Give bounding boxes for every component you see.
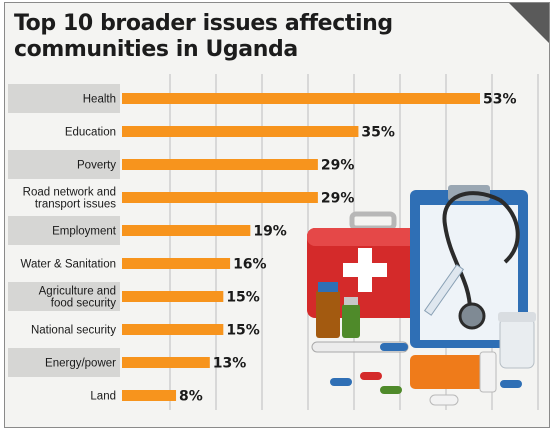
clipboard-icon bbox=[410, 185, 528, 348]
thermometer-icon bbox=[311, 341, 409, 353]
category-band bbox=[8, 348, 120, 377]
bar bbox=[122, 225, 251, 236]
bar bbox=[122, 390, 177, 401]
bar bbox=[122, 93, 480, 104]
value-label: 29% bbox=[321, 191, 355, 207]
bar bbox=[122, 192, 318, 203]
pill-bottle-icon bbox=[410, 351, 497, 393]
value-label: 16% bbox=[233, 257, 267, 273]
bar bbox=[122, 159, 318, 170]
chart-title: Top 10 broader issues affecting communit… bbox=[14, 11, 393, 62]
category-label: Water & Sanitation bbox=[21, 259, 116, 271]
category-band bbox=[8, 282, 120, 311]
syringe-icon bbox=[423, 264, 465, 316]
value-label: 15% bbox=[226, 323, 260, 339]
bar bbox=[122, 324, 224, 335]
bar bbox=[122, 357, 210, 368]
pill-jar-icon bbox=[498, 312, 536, 369]
category-label-line: Road network and bbox=[23, 187, 116, 199]
medicine-bottle-icon bbox=[316, 282, 360, 338]
category-band bbox=[8, 84, 120, 113]
bar bbox=[122, 126, 359, 137]
value-label: 29% bbox=[321, 158, 355, 174]
category-label: Agriculture and food security bbox=[39, 286, 117, 310]
category-label-line: Energy/power bbox=[45, 358, 116, 370]
category-label: Poverty bbox=[77, 160, 116, 172]
category-label-line: National security bbox=[31, 325, 116, 337]
value-label: 53% bbox=[483, 92, 517, 108]
category-label-line: Employment bbox=[52, 226, 117, 238]
category-label: Education bbox=[65, 127, 116, 139]
category-label: Health bbox=[83, 94, 116, 106]
value-label: 35% bbox=[361, 125, 395, 141]
value-label: 19% bbox=[253, 224, 287, 240]
value-label: 13% bbox=[213, 356, 247, 372]
capsules-icon bbox=[330, 372, 522, 406]
category-label: Road network and transport issues bbox=[23, 187, 117, 211]
value-label: 8% bbox=[179, 389, 203, 405]
bar bbox=[122, 258, 231, 269]
stethoscope-icon bbox=[442, 191, 520, 330]
category-label: National security bbox=[31, 325, 116, 337]
value-label: 15% bbox=[226, 290, 260, 306]
category-label-line: food security bbox=[51, 298, 116, 310]
category-label-line: transport issues bbox=[35, 199, 116, 211]
category-label: Land bbox=[90, 391, 116, 403]
category-label-line: Education bbox=[65, 127, 116, 139]
category-label-line: Land bbox=[90, 391, 116, 403]
category-label-line: Agriculture and bbox=[39, 286, 116, 298]
category-label: Energy/power bbox=[45, 358, 116, 370]
category-label: Employment bbox=[52, 226, 117, 238]
category-band bbox=[8, 150, 120, 179]
bar bbox=[122, 291, 224, 302]
category-label-line: Poverty bbox=[77, 160, 116, 172]
category-label-line: Water & Sanitation bbox=[21, 259, 116, 271]
category-label-line: Health bbox=[83, 94, 116, 106]
corner-fold-decoration bbox=[509, 3, 549, 43]
category-band bbox=[8, 216, 120, 245]
medical-supplies-illustration bbox=[307, 185, 536, 406]
